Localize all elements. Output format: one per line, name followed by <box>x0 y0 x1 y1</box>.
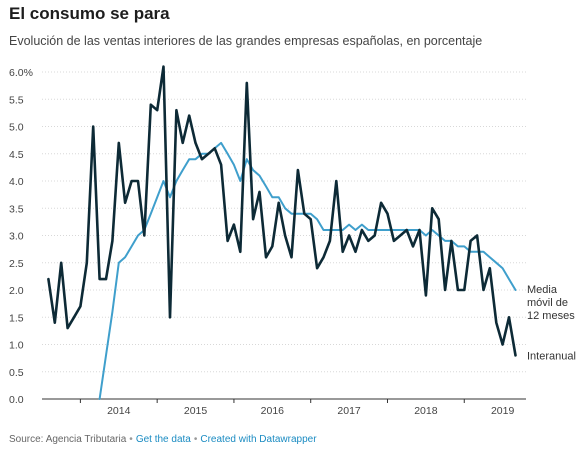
series-label-media-movil: móvil de <box>527 297 568 309</box>
x-tick-label: 2016 <box>261 405 285 417</box>
series-label-interanual: Interanual <box>527 350 576 362</box>
y-tick-label: 5.0 <box>9 122 24 134</box>
chart-footer: Source: Agencia Tributaria • Get the data •… <box>9 434 317 445</box>
y-tick-label: 6.0% <box>9 67 33 79</box>
y-tick-label: 3.0 <box>9 231 24 243</box>
y-tick-label: 2.0 <box>9 285 24 297</box>
x-tick-label: 2015 <box>184 405 208 417</box>
y-tick-label: 4.5 <box>9 149 24 161</box>
datawrapper-link[interactable]: Created with Datawrapper <box>200 434 317 445</box>
line-chart: 0.0 0.5 1.0 1.5 2.0 2.5 3.0 3.5 4.0 4.5 5.0 5.5 6.0%… <box>9 65 576 417</box>
y-tick-label: 5.5 <box>9 94 24 106</box>
source-note: Source: Agencia Tributaria <box>9 434 127 445</box>
chart-title: El consumo se para <box>9 4 170 23</box>
y-tick-label: 1.5 <box>9 312 24 324</box>
y-tick-label: 0.0 <box>9 394 24 406</box>
footer-separator: • <box>193 434 198 445</box>
x-tick-label: 2018 <box>414 405 438 417</box>
footer-separator: • <box>129 434 133 445</box>
y-tick-label: 2.5 <box>9 258 24 270</box>
y-tick-label: 3.5 <box>9 203 24 215</box>
y-tick-label: 4.0 <box>9 176 24 188</box>
series-line-interanual <box>47 65 517 357</box>
series-label-media-movil: Media <box>527 284 558 296</box>
x-tick-label: 2019 <box>491 405 515 417</box>
y-tick-label: 1.0 <box>9 340 24 352</box>
get-data-link[interactable]: Get the data <box>135 434 191 445</box>
chart-subtitle: Evolución de las ventas interiores de la… <box>9 34 483 48</box>
x-tick-label: 2014 <box>107 405 131 417</box>
x-tick-label: 2017 <box>337 405 361 417</box>
y-tick-label: 0.5 <box>9 367 24 379</box>
series-line-media-movil <box>98 141 517 400</box>
series-label-media-movil: 12 meses <box>527 310 575 322</box>
